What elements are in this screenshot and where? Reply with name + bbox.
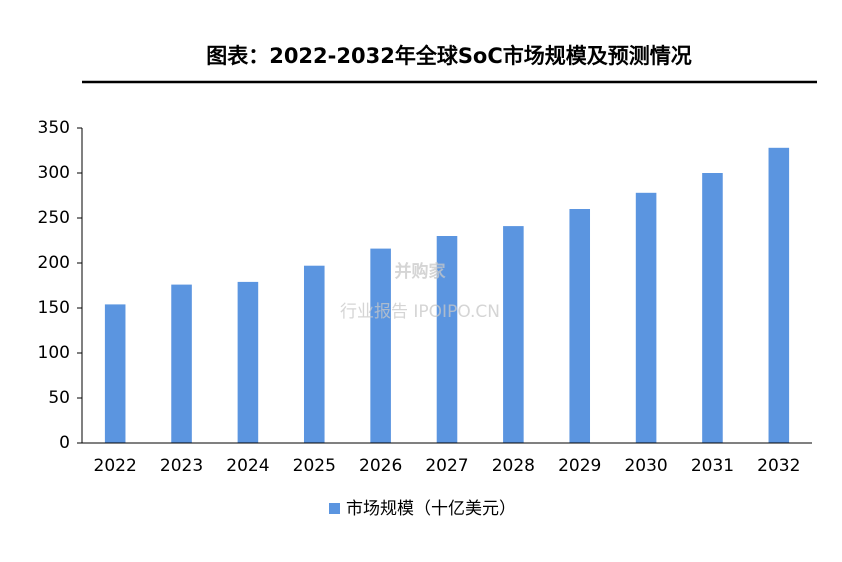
bar <box>104 304 126 443</box>
bar <box>171 284 192 443</box>
x-tick-label: 2025 <box>293 456 336 476</box>
y-tick-label: 150 <box>38 298 70 318</box>
x-tick-label: 2024 <box>226 456 269 476</box>
x-tick-label: 2022 <box>94 456 137 476</box>
legend-label: 市场规模（十亿美元） <box>346 499 516 519</box>
x-tick-label: 2027 <box>425 456 468 476</box>
y-tick-label: 200 <box>38 253 70 273</box>
y-tick-label: 350 <box>38 118 70 138</box>
bar <box>768 147 790 444</box>
watermark-brand: 并购家 <box>395 261 446 282</box>
x-tick-label: 2026 <box>359 456 402 476</box>
x-tick-label: 2023 <box>160 456 203 476</box>
y-tick-label: 50 <box>48 388 70 408</box>
x-tick-label: 2031 <box>691 456 734 476</box>
watermark-text: 行业报告 IPOIPO.CN <box>340 302 500 322</box>
bar <box>370 248 391 443</box>
bar <box>303 265 325 443</box>
bar <box>569 209 591 443</box>
bar <box>237 281 259 443</box>
bar <box>702 173 723 443</box>
y-tick-label: 0 <box>59 433 70 453</box>
y-tick-label: 100 <box>38 343 70 363</box>
bar <box>436 236 458 443</box>
bar <box>635 192 657 443</box>
x-tick-label: 2029 <box>558 456 601 476</box>
y-tick-label: 300 <box>38 163 70 183</box>
x-tick-label: 2028 <box>492 456 535 476</box>
x-tick-label: 2030 <box>624 456 667 476</box>
legend-swatch <box>329 503 340 514</box>
y-tick-label: 250 <box>38 208 70 228</box>
chart-title: 图表：2022-2032年全球SoC市场规模及预测情况 <box>206 44 692 68</box>
x-tick-label: 2032 <box>757 456 800 476</box>
bar <box>503 226 524 443</box>
